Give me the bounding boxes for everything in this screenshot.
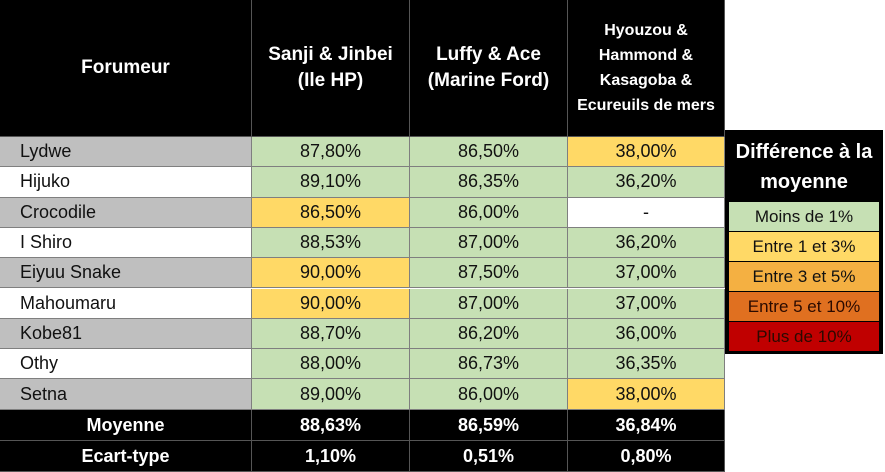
- legend-title: Différence à la moyenne: [735, 141, 873, 193]
- std-hyouzou: 0,80%: [568, 441, 725, 472]
- std-sanji: 1,10%: [252, 441, 410, 472]
- table-row: I Shiro 88,53% 87,00% 36,20%: [0, 227, 725, 259]
- row-value-luffy: 87,00%: [410, 288, 568, 319]
- header-row: Forumeur Sanji & Jinbei (Ile HP) Luffy &…: [0, 0, 725, 137]
- row-name: Eiyuu Snake: [0, 258, 252, 289]
- table-row: Othy 88,00% 86,73% 36,35%: [0, 349, 725, 380]
- mean-hyouzou: 36,84%: [568, 410, 725, 441]
- std-row: Ecart-type 1,10% 0,51% 0,80%: [0, 441, 725, 472]
- row-value-hyouzou: 38,00%: [568, 137, 725, 168]
- mean-label: Moyenne: [0, 410, 252, 441]
- row-name: Setna: [0, 379, 252, 410]
- row-value-sanji: 88,53%: [252, 227, 410, 259]
- row-value-hyouzou: 36,00%: [568, 318, 725, 350]
- row-name: Kobe81: [0, 318, 252, 350]
- row-name: Crocodile: [0, 197, 252, 228]
- table-row: Setna 89,00% 86,00% 38,00%: [0, 379, 725, 410]
- table-row: Lydwe 87,80% 86,50% 38,00%: [0, 137, 725, 168]
- legend: Différence à la moyenne Moins de 1% Entre…: [725, 130, 883, 354]
- legend-item: Entre 3 et 5%: [729, 262, 879, 291]
- row-name: Hijuko: [0, 167, 252, 198]
- std-label: Ecart-type: [0, 441, 252, 472]
- std-luffy: 0,51%: [410, 441, 568, 472]
- row-value-sanji: 88,70%: [252, 318, 410, 350]
- legend-item: Entre 5 et 10%: [729, 292, 879, 321]
- row-value-hyouzou: 36,20%: [568, 167, 725, 198]
- row-value-luffy: 87,00%: [410, 227, 568, 259]
- row-value-luffy: 86,20%: [410, 318, 568, 350]
- row-value-sanji: 90,00%: [252, 288, 410, 319]
- row-value-luffy: 86,00%: [410, 379, 568, 410]
- mean-luffy: 86,59%: [410, 410, 568, 441]
- header-hyouzou: Hyouzou & Hammond & Kasagoba & Ecureuils…: [568, 0, 725, 137]
- row-value-hyouzou: -: [568, 197, 725, 228]
- comparison-table: Forumeur Sanji & Jinbei (Ile HP) Luffy &…: [0, 0, 725, 472]
- row-value-luffy: 87,50%: [410, 258, 568, 289]
- row-value-sanji: 88,00%: [252, 349, 410, 380]
- table-row: Mahoumaru 90,00% 87,00% 37,00%: [0, 288, 725, 319]
- row-name: I Shiro: [0, 227, 252, 259]
- header-luffy-ace: Luffy & Ace (Marine Ford): [410, 0, 568, 137]
- header-forumeur: Forumeur: [0, 0, 252, 137]
- row-value-sanji: 89,10%: [252, 167, 410, 198]
- table-row: Kobe81 88,70% 86,20% 36,00%: [0, 318, 725, 350]
- legend-item: Moins de 1%: [729, 202, 879, 231]
- row-value-sanji: 90,00%: [252, 258, 410, 289]
- row-value-luffy: 86,35%: [410, 167, 568, 198]
- mean-sanji: 88,63%: [252, 410, 410, 441]
- row-value-luffy: 86,50%: [410, 137, 568, 168]
- row-name: Othy: [0, 349, 252, 380]
- legend-item: Entre 1 et 3%: [729, 232, 879, 261]
- row-value-sanji: 87,80%: [252, 137, 410, 168]
- table-row: Crocodile 86,50% 86,00% -: [0, 197, 725, 228]
- row-value-sanji: 89,00%: [252, 379, 410, 410]
- row-value-sanji: 86,50%: [252, 197, 410, 228]
- legend-item: Plus de 10%: [729, 322, 879, 351]
- row-name: Lydwe: [0, 137, 252, 168]
- table-row: Eiyuu Snake 90,00% 87,50% 37,00%: [0, 258, 725, 289]
- row-value-luffy: 86,73%: [410, 349, 568, 380]
- row-value-hyouzou: 36,20%: [568, 227, 725, 259]
- header-sanji-jinbei: Sanji & Jinbei (Ile HP): [252, 0, 410, 137]
- row-value-luffy: 86,00%: [410, 197, 568, 228]
- row-value-hyouzou: 36,35%: [568, 349, 725, 380]
- table-row: Hijuko 89,10% 86,35% 36,20%: [0, 167, 725, 198]
- mean-row: Moyenne 88,63% 86,59% 36,84%: [0, 410, 725, 441]
- row-value-hyouzou: 37,00%: [568, 258, 725, 289]
- row-value-hyouzou: 38,00%: [568, 379, 725, 410]
- row-value-hyouzou: 37,00%: [568, 288, 725, 319]
- row-name: Mahoumaru: [0, 288, 252, 319]
